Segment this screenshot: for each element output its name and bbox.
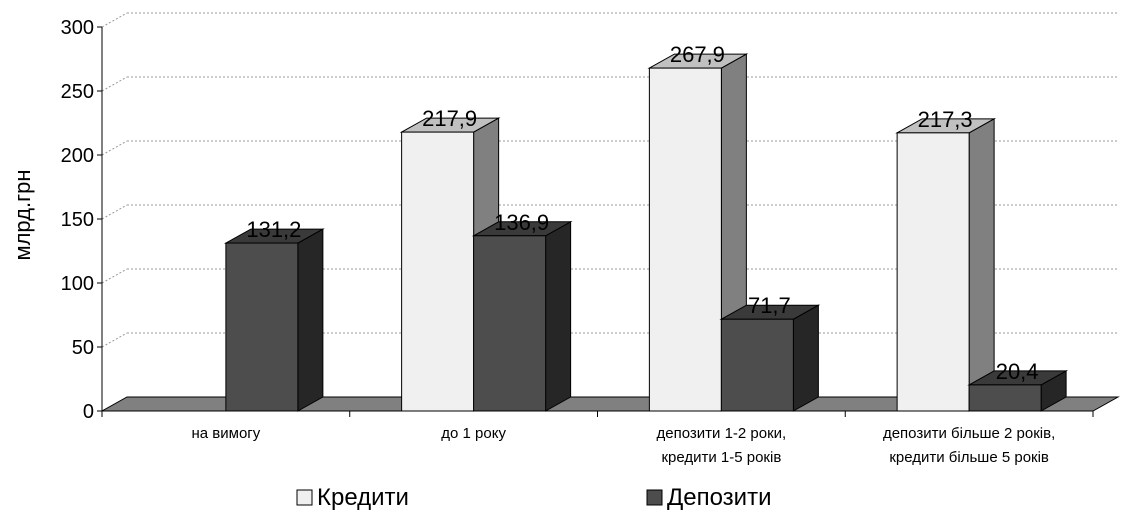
y-tick-label: 0 [83, 401, 94, 423]
data-label: 131,2 [246, 217, 301, 242]
bar [225, 242, 299, 412]
x-category-label: депозити більше 2 років, [883, 425, 1055, 442]
gridline-diagonal [101, 140, 128, 156]
y-tick-label: 100 [61, 273, 94, 295]
bar [968, 384, 1042, 412]
x-category-label: депозити 1-2 роки, [657, 425, 787, 442]
legend-swatch [646, 489, 663, 506]
data-label: 267,9 [670, 42, 725, 67]
bar [720, 318, 794, 412]
bar [473, 235, 547, 412]
bar-side [968, 118, 995, 412]
bar [401, 131, 475, 412]
y-tick-label: 50 [72, 337, 94, 359]
x-category-label: кредити більше 5 років [889, 449, 1049, 466]
y-tick-label: 200 [61, 145, 94, 167]
data-label: 217,9 [422, 106, 477, 131]
x-category-label: до 1 року [441, 425, 506, 442]
legend-swatch [296, 489, 313, 506]
gridline-diagonal [101, 268, 128, 284]
bar-side [545, 220, 572, 412]
y-tick-label: 250 [61, 81, 94, 103]
y-tick-label: 300 [61, 17, 94, 39]
bar-side [297, 228, 324, 412]
bar [648, 67, 722, 412]
bar [896, 132, 970, 412]
legend-label: Депозити [667, 484, 771, 511]
gridline-diagonal [101, 204, 128, 220]
gridline-diagonal [101, 76, 128, 92]
y-axis-label: млрд.грн [10, 169, 35, 260]
y-tick-label: 150 [61, 209, 94, 231]
data-label: 20,4 [996, 359, 1039, 384]
data-label: 217,3 [918, 107, 973, 132]
x-category-label: на вимогу [191, 425, 260, 442]
bar-side [792, 304, 819, 412]
gridline-diagonal [101, 332, 128, 348]
gridline-diagonal [101, 12, 128, 28]
data-label: 136,9 [494, 210, 549, 235]
x-category-label: кредити 1-5 років [661, 449, 781, 466]
legend-label: Кредити [317, 484, 409, 511]
data-label: 71,7 [748, 293, 791, 318]
